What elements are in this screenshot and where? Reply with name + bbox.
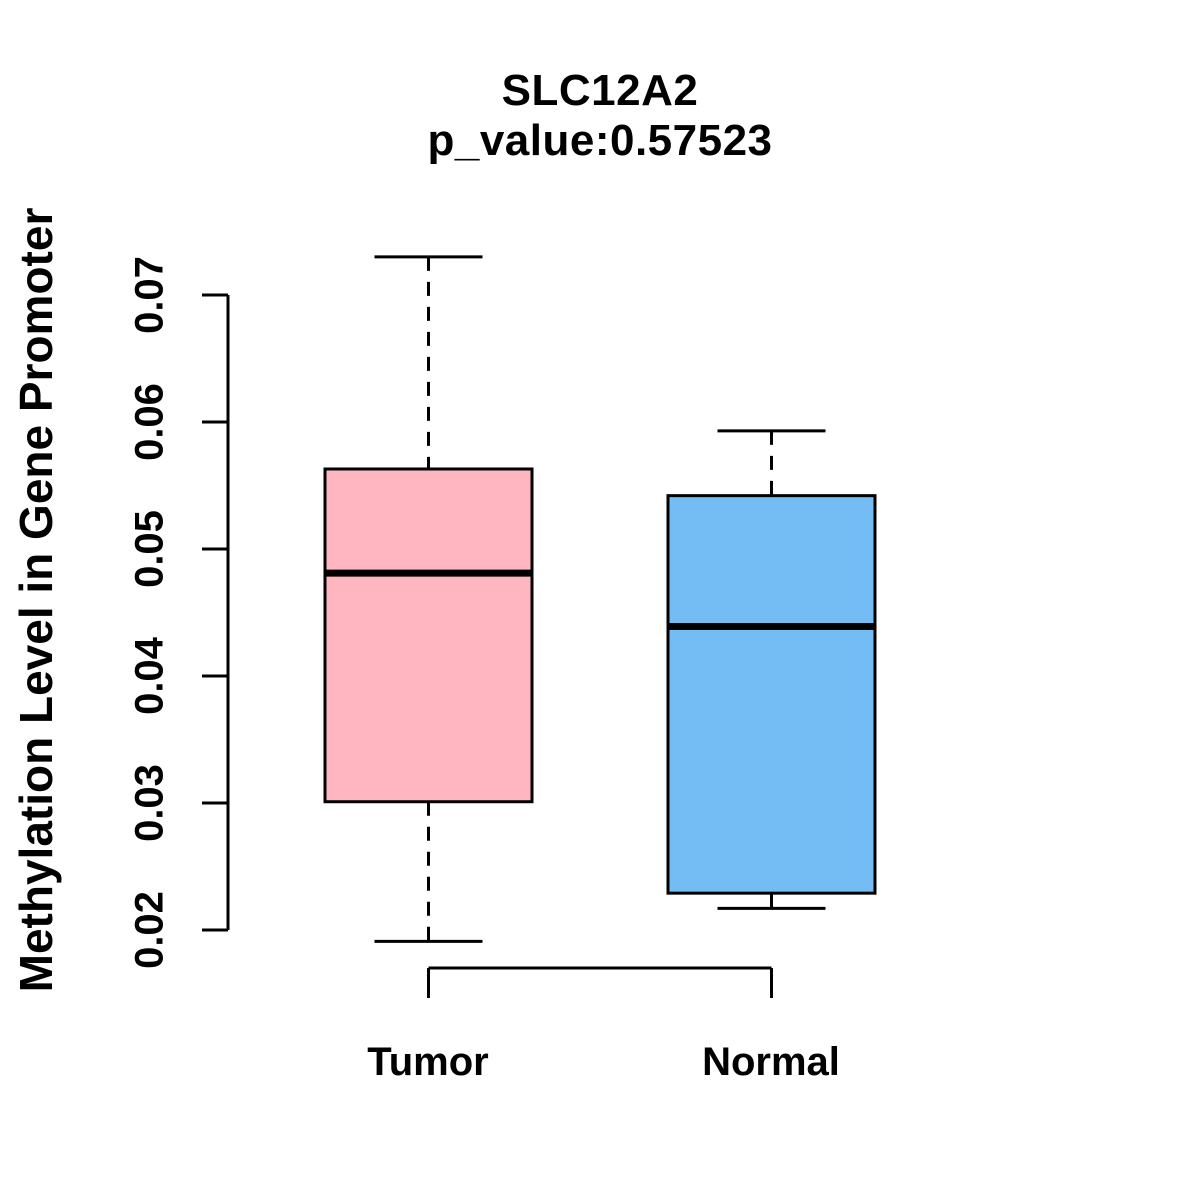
x-category-label-tumor: Tumor <box>367 1040 489 1084</box>
plot-subtitle: p_value:0.57523 <box>427 116 773 165</box>
y-tick-label: 0.05 <box>127 510 172 588</box>
y-tick-label: 0.02 <box>127 891 172 969</box>
box-normal <box>666 494 877 895</box>
x-category-label-normal: Normal <box>702 1040 840 1084</box>
plot-title-block: SLC12A2 p_value:0.57523 <box>0 66 1200 166</box>
y-tick-label: 0.03 <box>127 764 172 842</box>
y-tick-label: 0.06 <box>127 383 172 461</box>
y-tick-label: 0.07 <box>127 256 172 334</box>
plot-title: SLC12A2 <box>501 66 699 115</box>
box-tumor <box>323 467 534 804</box>
y-tick-label: 0.04 <box>127 637 172 715</box>
